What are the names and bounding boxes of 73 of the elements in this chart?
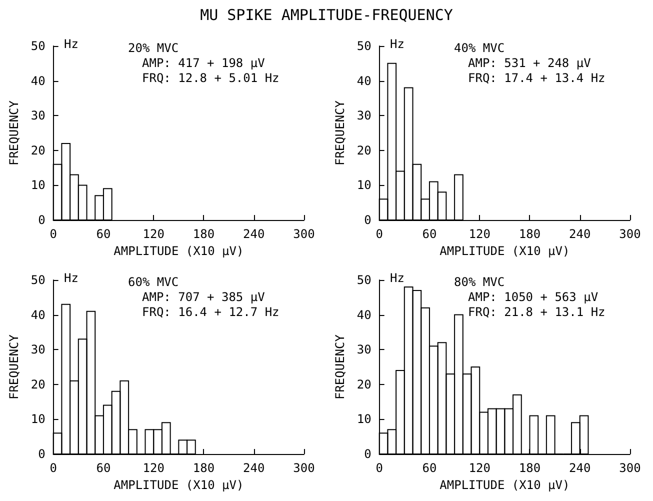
x-tick-label: 60 <box>96 227 111 241</box>
y-tick-label: 40 <box>30 74 46 88</box>
annotation: AMP: 707 + 385 µV <box>142 290 265 304</box>
y-tick-label: 30 <box>356 108 372 123</box>
annotation: Hz <box>390 271 404 285</box>
x-tick-label: 120 <box>142 227 164 241</box>
x-tick-label: 180 <box>192 461 215 475</box>
annotation: FRQ: 16.4 + 12.7 Hz <box>142 305 280 319</box>
x-axis-title: AMPLITUDE (X10 µV) <box>114 478 244 492</box>
y-tick-label: 0 <box>364 447 372 461</box>
y-axis-title: FREQUENCY <box>333 100 347 166</box>
y-tick-label: 0 <box>38 213 46 227</box>
y-tick-label: 20 <box>30 377 46 392</box>
x-tick-label: 0 <box>376 461 383 475</box>
x-tick-label: 300 <box>293 461 315 475</box>
x-tick-label: 0 <box>50 461 57 475</box>
y-tick-label: 40 <box>356 74 372 88</box>
y-tick-label: 50 <box>30 273 46 287</box>
x-tick-label: 120 <box>142 461 164 475</box>
y-tick-label: 20 <box>30 143 46 158</box>
annotation: FRQ: 17.4 + 13.4 Hz <box>468 71 606 85</box>
x-tick-label: 120 <box>468 461 490 475</box>
y-tick-label: 10 <box>356 412 372 426</box>
y-tick-label: 0 <box>364 213 372 227</box>
x-tick-label: 180 <box>518 461 541 475</box>
chart-title: MU SPIKE AMPLITUDE-FREQUENCY <box>199 5 454 26</box>
annotation: AMP: 417 + 198 µV <box>142 56 265 70</box>
x-tick-label: 60 <box>422 461 437 475</box>
annotation: Hz <box>64 37 78 51</box>
x-tick-label: 180 <box>192 227 215 241</box>
x-tick-label: 0 <box>50 227 57 241</box>
x-tick-label: 300 <box>293 227 315 241</box>
x-axis-title: AMPLITUDE (X10 µV) <box>440 244 570 258</box>
x-tick-label: 240 <box>569 461 591 475</box>
annotation: 40% MVC <box>454 41 505 55</box>
y-tick-label: 30 <box>30 108 46 123</box>
x-tick-label: 240 <box>243 461 265 475</box>
y-axis-title: FREQUENCY <box>333 334 347 400</box>
x-tick-label: 60 <box>96 461 111 475</box>
annotation: AMP: 1050 + 563 µV <box>468 290 598 304</box>
annotation: FRQ: 12.8 + 5.01 Hz <box>142 71 280 85</box>
x-axis-title: AMPLITUDE (X10 µV) <box>440 478 570 492</box>
annotation: Hz <box>390 37 404 51</box>
y-tick-label: 50 <box>356 273 372 287</box>
annotation: 20% MVC <box>128 41 179 55</box>
x-tick-label: 180 <box>518 227 541 241</box>
annotation: AMP: 531 + 248 µV <box>468 56 591 70</box>
x-tick-label: 0 <box>376 227 383 241</box>
y-tick-label: 10 <box>30 412 46 426</box>
x-tick-label: 300 <box>619 461 641 475</box>
y-tick-label: 20 <box>356 143 372 158</box>
y-tick-label: 40 <box>30 308 46 322</box>
y-tick-label: 0 <box>38 447 46 461</box>
y-tick-label: 20 <box>356 377 372 392</box>
y-tick-label: 50 <box>30 39 46 53</box>
x-tick-label: 60 <box>422 227 437 241</box>
y-tick-label: 50 <box>356 39 372 53</box>
x-axis-title: AMPLITUDE (X10 µV) <box>114 244 244 258</box>
y-axis-title: FREQUENCY <box>7 100 21 166</box>
y-tick-label: 10 <box>30 178 46 192</box>
annotation: 80% MVC <box>454 275 505 289</box>
y-tick-label: 30 <box>30 342 46 357</box>
x-tick-label: 120 <box>468 227 490 241</box>
annotation: 60% MVC <box>128 275 179 289</box>
y-axis-title: FREQUENCY <box>7 334 21 400</box>
x-tick-label: 300 <box>619 227 641 241</box>
y-tick-label: 40 <box>356 308 372 322</box>
annotation: Hz <box>64 271 78 285</box>
x-tick-label: 240 <box>243 227 265 241</box>
y-tick-label: 10 <box>356 178 372 192</box>
annotation: FRQ: 21.8 + 13.1 Hz <box>468 305 606 319</box>
x-tick-label: 240 <box>569 227 591 241</box>
y-tick-label: 30 <box>356 342 372 357</box>
